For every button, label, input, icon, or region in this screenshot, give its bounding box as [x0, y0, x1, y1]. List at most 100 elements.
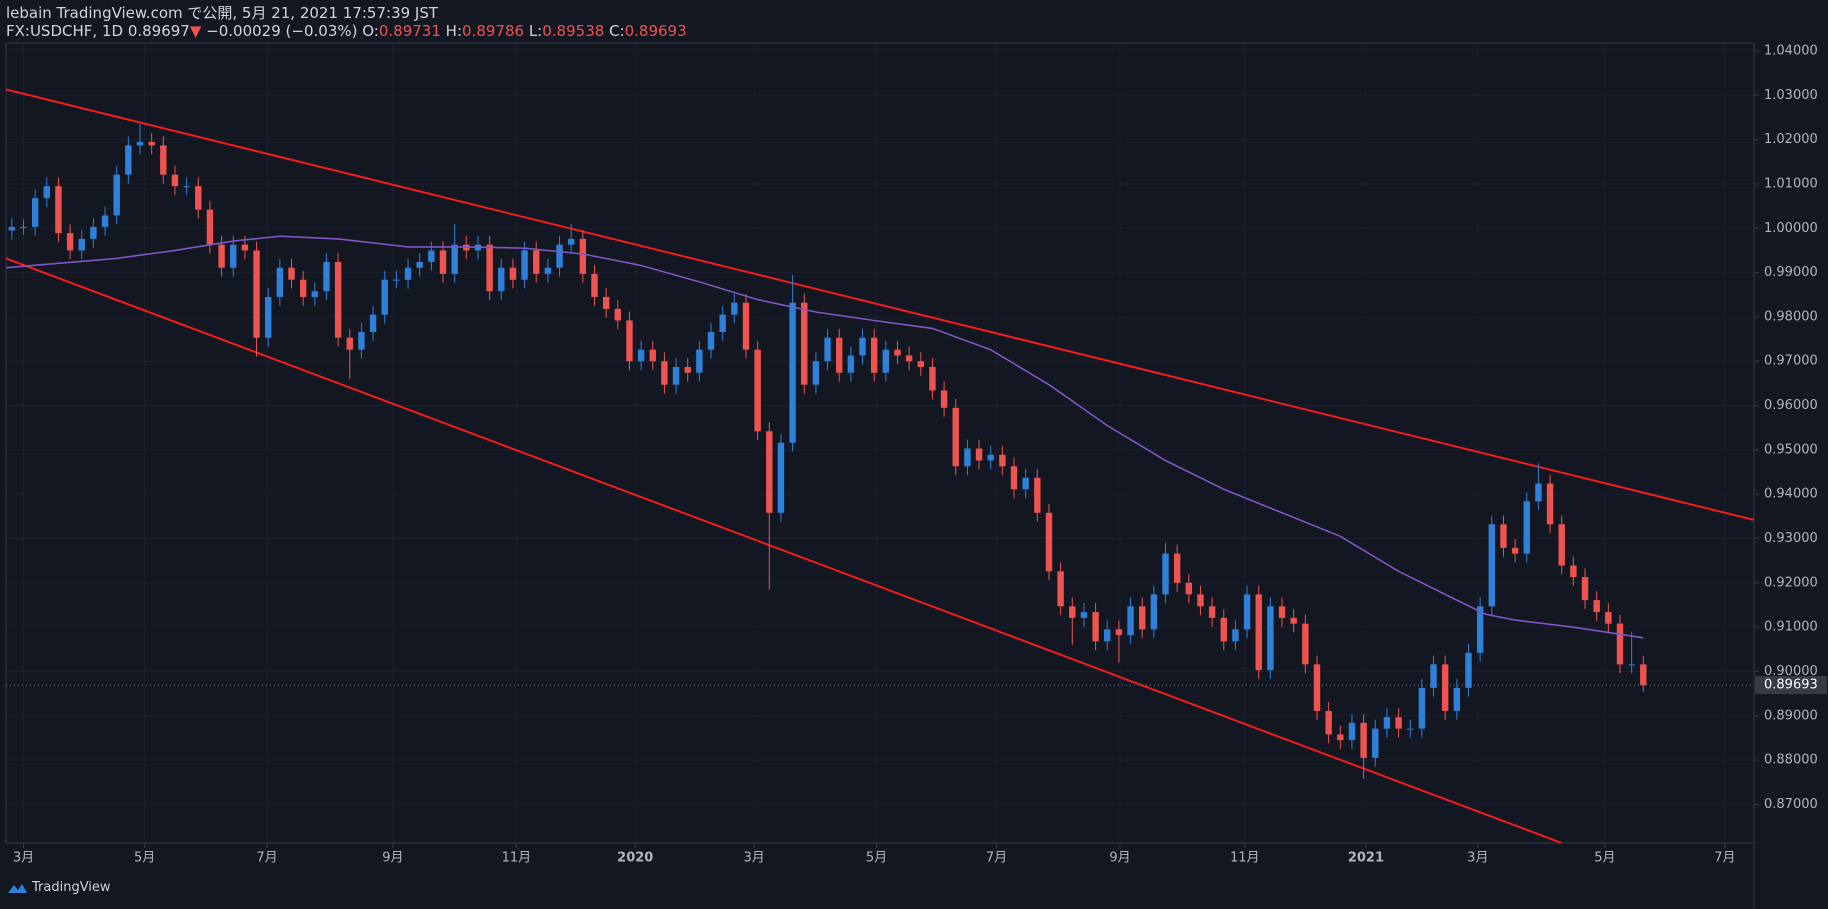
candle-body	[1488, 524, 1496, 607]
candle-body	[567, 238, 575, 245]
candle-body	[661, 361, 668, 385]
y-tick-label: 0.95000	[1764, 442, 1818, 457]
x-tick-label: 5月	[866, 851, 887, 866]
candle-body	[1465, 652, 1472, 688]
x-tick-label: 11月	[502, 851, 532, 866]
candle-body	[1325, 710, 1332, 735]
candle-body	[183, 186, 190, 188]
y-tick-label: 0.88000	[1764, 753, 1818, 768]
y-tick-label: 0.98000	[1764, 309, 1818, 324]
candle-body	[719, 314, 726, 332]
candle-body	[31, 198, 39, 227]
candle-body	[311, 291, 319, 297]
candle-body	[859, 337, 866, 356]
candle-body	[556, 244, 563, 268]
candle-body	[253, 250, 260, 338]
candle-body	[1127, 606, 1134, 636]
candle-body	[1407, 728, 1414, 730]
candle-body	[1092, 612, 1099, 642]
candle-body	[1616, 623, 1624, 665]
candle-body	[381, 279, 388, 315]
ohlc-value: 0.89693	[624, 22, 687, 40]
candle-body	[1069, 606, 1076, 618]
change: −0.00029 (−0.03%)	[206, 22, 358, 40]
trendline	[6, 88, 1754, 521]
candle-body	[602, 296, 610, 309]
y-tick-label: 0.94000	[1764, 487, 1818, 502]
candle-body	[999, 454, 1006, 467]
candle-body	[1150, 594, 1158, 630]
candle-body	[1511, 547, 1519, 554]
candle-body	[964, 448, 971, 467]
candle-body	[125, 145, 132, 175]
candle-body	[1302, 623, 1309, 665]
x-tick-label: 7月	[986, 851, 1007, 866]
candle-body	[684, 366, 691, 373]
candle-body	[1045, 512, 1053, 572]
candle-body	[393, 279, 400, 281]
y-tick-label: 0.91000	[1764, 620, 1818, 635]
candle-body	[451, 244, 458, 274]
arrow: ▼	[189, 22, 202, 40]
x-tick-label: 11月	[1230, 851, 1260, 866]
y-tick-label: 1.01000	[1764, 176, 1818, 191]
candle-body	[1628, 664, 1635, 666]
published: lebain TradingView.com で公開, 5月 21, 2021 …	[6, 4, 439, 22]
candle-body	[1372, 728, 1379, 758]
candle-body	[1057, 571, 1064, 607]
candle-body	[894, 349, 901, 356]
candle-body	[1453, 687, 1461, 711]
candle-body	[801, 302, 808, 385]
x-tick-label: 5月	[134, 851, 155, 866]
candle-body	[288, 267, 295, 280]
candle-body	[1115, 629, 1123, 636]
candle-body	[43, 186, 50, 199]
candle-body	[1570, 565, 1577, 578]
candle-body	[987, 454, 994, 461]
y-tick-label: 0.89000	[1764, 708, 1818, 723]
candle-body	[1022, 477, 1029, 490]
last-price-box	[1755, 676, 1827, 695]
candle-body	[882, 349, 890, 373]
candle-body	[55, 186, 62, 234]
candle-body	[824, 337, 831, 362]
y-tick-label: 1.04000	[1764, 43, 1818, 58]
candle-body	[1255, 594, 1262, 671]
candle-body	[113, 174, 120, 216]
candle-body	[264, 296, 272, 338]
candle-body	[1593, 600, 1600, 613]
candle-body	[1546, 483, 1554, 525]
candle-body	[195, 186, 202, 210]
candle-body	[78, 238, 85, 251]
candle-body	[160, 145, 167, 175]
candle-body	[1558, 524, 1565, 566]
candle-body	[952, 407, 959, 467]
plot-area	[6, 88, 1754, 843]
candle-body	[789, 302, 796, 443]
candle-body	[1360, 722, 1367, 758]
brand: TradingView	[32, 880, 111, 895]
candle-body	[1267, 606, 1274, 671]
candle-body	[299, 279, 307, 297]
candle-body	[1104, 629, 1111, 642]
x-tick-label: 2020	[617, 851, 653, 866]
candle-body	[1348, 722, 1356, 741]
candle-body	[428, 250, 435, 262]
candle-body	[66, 233, 74, 251]
candle-body	[1278, 606, 1286, 618]
candle-body	[1430, 664, 1437, 688]
candle-body	[1337, 734, 1344, 741]
candle-body	[614, 308, 622, 321]
candle-body	[742, 302, 750, 350]
candle-body	[439, 250, 447, 274]
candle-body	[8, 226, 16, 231]
candle-body	[1243, 594, 1251, 630]
candle-body	[579, 238, 587, 274]
candle-body	[836, 337, 843, 373]
candle-body	[1523, 501, 1530, 554]
y-tick-label: 0.90000	[1764, 664, 1818, 679]
candle-body	[230, 244, 237, 268]
x-tick-label: 2021	[1348, 851, 1384, 866]
